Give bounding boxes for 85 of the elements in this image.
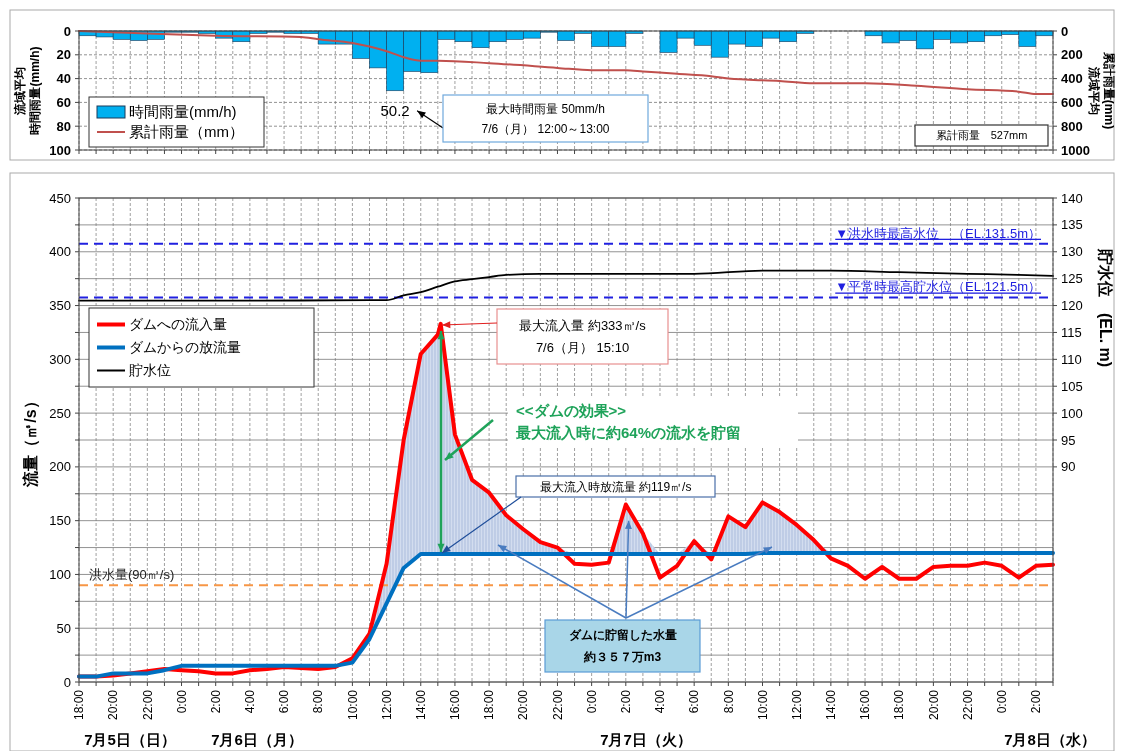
y2-tick-label: 600	[1061, 94, 1083, 110]
ref-line-label: 洪水量(90㎥/s)	[89, 567, 175, 583]
y2-tick-label: 200	[1061, 47, 1083, 63]
x-tick-label: 20:00	[516, 689, 531, 721]
x-tick-label: 22:00	[550, 689, 565, 721]
text: 7月5日（日）	[84, 731, 176, 748]
annotation: 最大流入量 約333㎥/s 7/6（月） 15:10	[519, 318, 647, 356]
legend-label: 貯水位	[129, 362, 171, 379]
y-tick-label: 80	[56, 118, 71, 134]
y2-tick-label: 105	[1061, 378, 1083, 394]
x-tick-label: 8:00	[311, 689, 326, 714]
x-tick-label: 0:00	[584, 689, 599, 714]
y-tick-label: 300	[49, 351, 71, 367]
legend-label: 時間雨量(mm/h)	[129, 103, 237, 121]
x-tick-label: 10:00	[345, 689, 360, 721]
y-tick-label: 0	[63, 23, 71, 39]
y-tick-label: 450	[49, 190, 71, 206]
x-tick-label: 12:00	[379, 689, 394, 721]
ref-line-label: ▼平常時最高貯水位（EL.121.5m）	[835, 279, 1041, 295]
x-tick-label: 2:00	[208, 689, 223, 714]
x-tick-label: 2:00	[619, 689, 634, 714]
y-tick-label: 0	[63, 674, 71, 690]
annotation: 50.2	[380, 101, 410, 119]
y2-tick-label: 400	[1061, 71, 1083, 87]
x-tick-label: 0:00	[994, 689, 1009, 714]
y2-tick-label: 120	[1061, 298, 1083, 314]
x-tick-label: 10:00	[755, 689, 770, 721]
x-tick-label: 18:00	[72, 689, 87, 721]
y2-axis-title: 流域平均累計雨量(mm)	[1087, 50, 1116, 130]
x-tick-label: 12:00	[789, 689, 804, 721]
y2-tick-label: 0	[1061, 23, 1069, 39]
x-tick-label: 0:00	[174, 689, 189, 714]
x-tick-label: 14:00	[824, 689, 839, 721]
y2-tick-label: 140	[1061, 190, 1083, 206]
y-tick-label: 50	[56, 620, 71, 636]
y-tick-label: 40	[56, 71, 71, 87]
x-tick-label: 6:00	[277, 689, 292, 714]
y2-tick-label: 130	[1061, 244, 1083, 260]
x-tick-label: 2:00	[1029, 689, 1044, 714]
legend-label: ダムからの放流量	[129, 339, 241, 356]
x-tick-label: 16:00	[858, 689, 873, 721]
y-tick-label: 100	[49, 566, 71, 582]
x-tick-label: 6:00	[687, 689, 702, 714]
x-tick-label: 4:00	[243, 689, 258, 714]
y-axis-title: 流域平均時間雨量(mm/h)	[13, 46, 42, 135]
y-tick-label: 100	[49, 142, 71, 158]
y2-axis-title: 貯水位 (EL. m)	[1097, 247, 1114, 368]
y2-tick-label: 90	[1061, 459, 1076, 475]
annotation: <<ダムの効果>> 最大流入時に約64%の流水を貯留	[515, 402, 742, 441]
legend-label: 累計雨量（mm）	[129, 123, 244, 141]
text: 7月7日（火）	[600, 731, 692, 748]
x-tick-label: 18:00	[892, 689, 907, 721]
annotation: 累計雨量 527mm	[935, 129, 1028, 142]
y2-tick-label: 115	[1061, 324, 1082, 340]
y-tick-label: 400	[49, 244, 71, 260]
x-tick-label: 20:00	[926, 689, 941, 721]
text: 7月6日（月）	[211, 731, 303, 748]
y2-tick-label: 100	[1061, 405, 1083, 421]
y-tick-label: 20	[56, 47, 71, 63]
y-tick-label: 200	[49, 459, 71, 475]
y2-tick-label: 125	[1061, 271, 1083, 287]
annotation: 最大流入時放流量 約119㎥/s	[539, 479, 692, 494]
x-tick-label: 20:00	[106, 689, 121, 721]
x-tick-label: 4:00	[653, 689, 668, 714]
y-axis-title: 流量（㎥/s）	[21, 393, 40, 488]
x-tick-label: 14:00	[413, 689, 428, 721]
x-tick-label: 18:00	[482, 689, 497, 721]
x-tick-label: 22:00	[140, 689, 155, 721]
y-tick-label: 150	[49, 513, 71, 529]
y2-tick-label: 135	[1061, 217, 1083, 233]
annotation: 最大時間雨量 50mm/h 7/6（月） 12:00～13:00	[481, 101, 610, 136]
x-tick-label: 8:00	[721, 689, 736, 714]
y-tick-label: 250	[49, 405, 71, 421]
legend-label: ダムへの流入量	[129, 316, 227, 333]
y2-tick-label: 95	[1061, 432, 1076, 448]
y2-tick-label: 110	[1061, 351, 1082, 367]
y2-tick-label: 1000	[1061, 142, 1090, 158]
annotation: ダムに貯留した水量約３５７万m3	[568, 628, 677, 665]
ref-line-label: ▼洪水時最高水位 （EL.131.5m）	[835, 225, 1041, 241]
x-tick-label: 22:00	[960, 689, 975, 721]
x-tick-label: 16:00	[448, 689, 463, 721]
y2-tick-label: 800	[1061, 118, 1083, 134]
y-tick-label: 60	[56, 94, 71, 110]
text: 7月8日（水）	[1004, 731, 1096, 748]
y-tick-label: 350	[49, 298, 71, 314]
